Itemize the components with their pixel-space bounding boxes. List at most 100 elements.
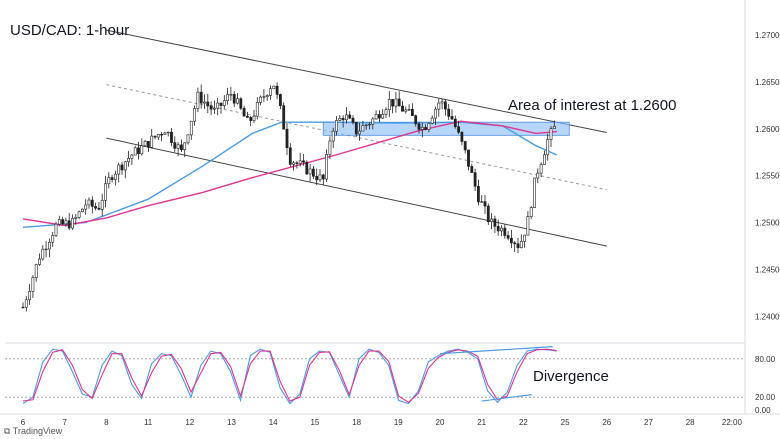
candle-body	[31, 277, 35, 292]
candle-body	[51, 235, 55, 243]
candle-body	[434, 108, 437, 119]
candle-body	[242, 108, 246, 117]
candle-body	[54, 223, 58, 236]
divergence-line	[439, 346, 553, 355]
candle-body	[133, 147, 137, 156]
candle-body	[523, 234, 527, 242]
candle-body	[288, 147, 292, 165]
candle-body	[467, 149, 470, 167]
tradingview-label: TradingView	[12, 426, 63, 436]
candle-body	[90, 199, 94, 207]
moving-average-line	[22, 120, 557, 227]
candle-body	[147, 141, 150, 148]
candle-body	[282, 105, 286, 130]
candle-body	[338, 117, 342, 121]
candle-body	[506, 235, 510, 239]
candle-body	[321, 174, 325, 180]
axes: 1.27000 1.26500 1.26000 1.25500 1.25000 1.245…	[21, 31, 780, 427]
candle-body	[354, 122, 358, 135]
candle-body	[496, 226, 500, 232]
candle-body	[186, 134, 190, 144]
candle-body	[216, 102, 220, 109]
candle-body	[500, 227, 503, 232]
candle-body	[137, 147, 140, 155]
divergence-annotation: Divergence	[533, 368, 609, 385]
candle-body	[447, 108, 451, 117]
candle-body	[255, 102, 259, 117]
candle-body	[222, 100, 226, 106]
candle-body	[325, 154, 329, 180]
candle-body	[67, 220, 71, 229]
candle-body	[163, 132, 167, 135]
candle-body	[427, 123, 431, 130]
tradingview-branding: ⧉ TradingView	[4, 426, 62, 437]
candle-body	[278, 94, 282, 106]
candle-body	[341, 117, 345, 121]
candle-body	[549, 128, 553, 140]
channel-line	[106, 137, 607, 247]
candle-body	[401, 105, 404, 112]
candle-body	[361, 125, 365, 132]
osc-tick-label: 80.00	[755, 355, 776, 364]
candle-body	[259, 96, 263, 103]
candle-body	[269, 88, 272, 96]
candle-body	[305, 161, 309, 175]
candle-body	[457, 126, 461, 133]
candle-body	[453, 118, 457, 128]
oscillator-line	[22, 348, 557, 403]
candle-body	[130, 154, 134, 159]
candle-body	[311, 168, 315, 177]
candle-body	[213, 107, 216, 110]
candle-body	[127, 158, 131, 163]
y-tick-label: 1.25500	[755, 172, 780, 181]
candle-body	[203, 101, 206, 104]
candle-body	[480, 201, 484, 203]
candle-body	[407, 108, 411, 111]
candle-body	[97, 207, 101, 210]
candle-body	[440, 101, 444, 104]
candle-body	[246, 115, 249, 118]
grid	[0, 0, 780, 415]
candle-body	[460, 131, 464, 142]
candle-body	[28, 291, 32, 301]
candlesticks	[21, 82, 556, 312]
candle-body	[81, 208, 84, 213]
candle-body	[239, 98, 243, 109]
candle-body	[229, 94, 233, 96]
candle-body	[344, 114, 348, 121]
candle-body	[61, 219, 65, 225]
candle-body	[34, 264, 38, 278]
x-tick-label: 12	[185, 418, 194, 427]
candle-body	[150, 135, 154, 148]
candle-body	[232, 94, 236, 104]
candle-body	[38, 258, 41, 265]
candle-body	[107, 177, 111, 185]
candle-body	[536, 172, 540, 179]
candle-body	[493, 218, 497, 227]
candle-body	[331, 130, 335, 142]
candle-body	[140, 145, 144, 155]
x-tick-label: 20	[436, 418, 445, 427]
x-tick-label: 19	[394, 418, 403, 427]
candle-body	[486, 205, 490, 223]
candle-body	[513, 242, 517, 245]
candle-body	[252, 115, 256, 121]
candle-body	[206, 101, 210, 106]
candle-body	[420, 127, 424, 130]
candle-body	[153, 135, 157, 138]
candle-body	[374, 114, 378, 120]
channel-lines	[106, 29, 607, 247]
x-tick-label: 7	[62, 418, 67, 427]
candle-body	[351, 117, 355, 123]
x-tick-label: 28	[686, 418, 695, 427]
candle-body	[100, 199, 104, 210]
candle-body	[114, 173, 117, 180]
x-tick-label: 8	[104, 418, 109, 427]
candle-body	[483, 201, 487, 207]
candle-body	[437, 102, 441, 110]
candle-body	[71, 218, 74, 229]
candle-body	[143, 141, 147, 146]
divergence-line	[481, 394, 532, 402]
candle-body	[104, 183, 107, 201]
